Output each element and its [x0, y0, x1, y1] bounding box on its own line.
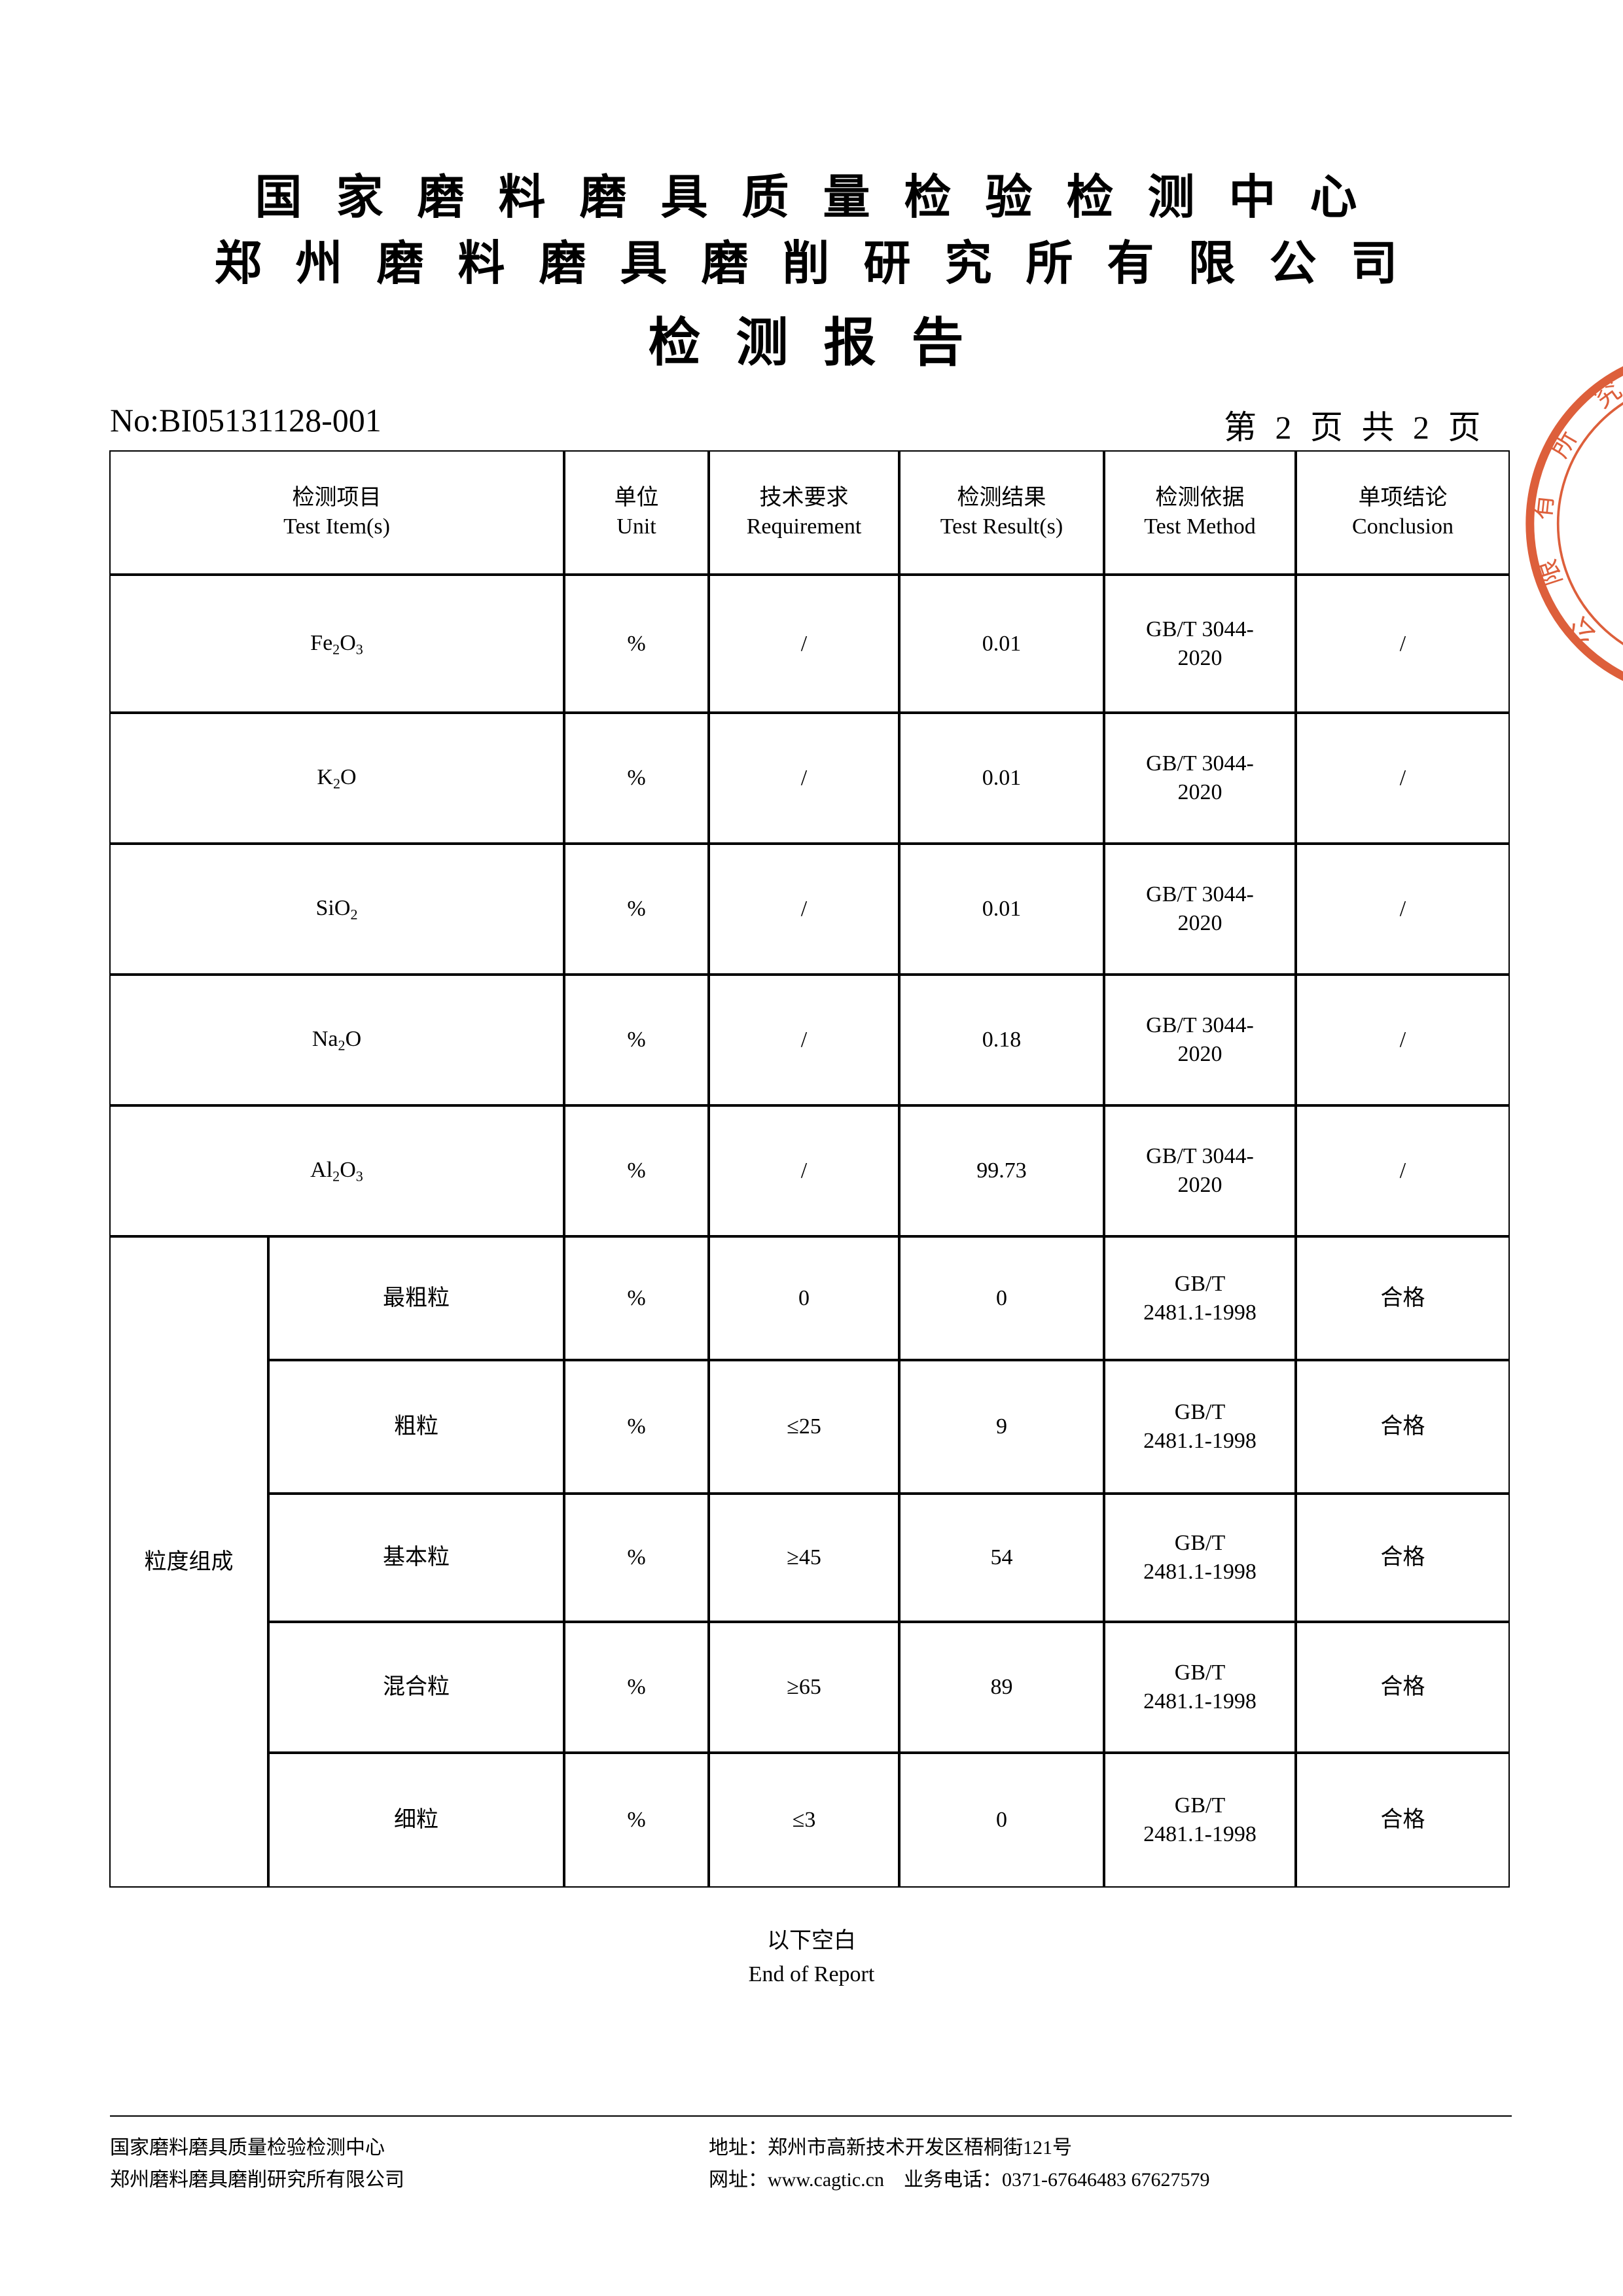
- svg-text:有: 有: [1527, 492, 1559, 521]
- svg-text:所: 所: [1544, 425, 1582, 463]
- svg-text:公: 公: [1563, 611, 1602, 649]
- svg-text:司: 司: [1619, 651, 1623, 687]
